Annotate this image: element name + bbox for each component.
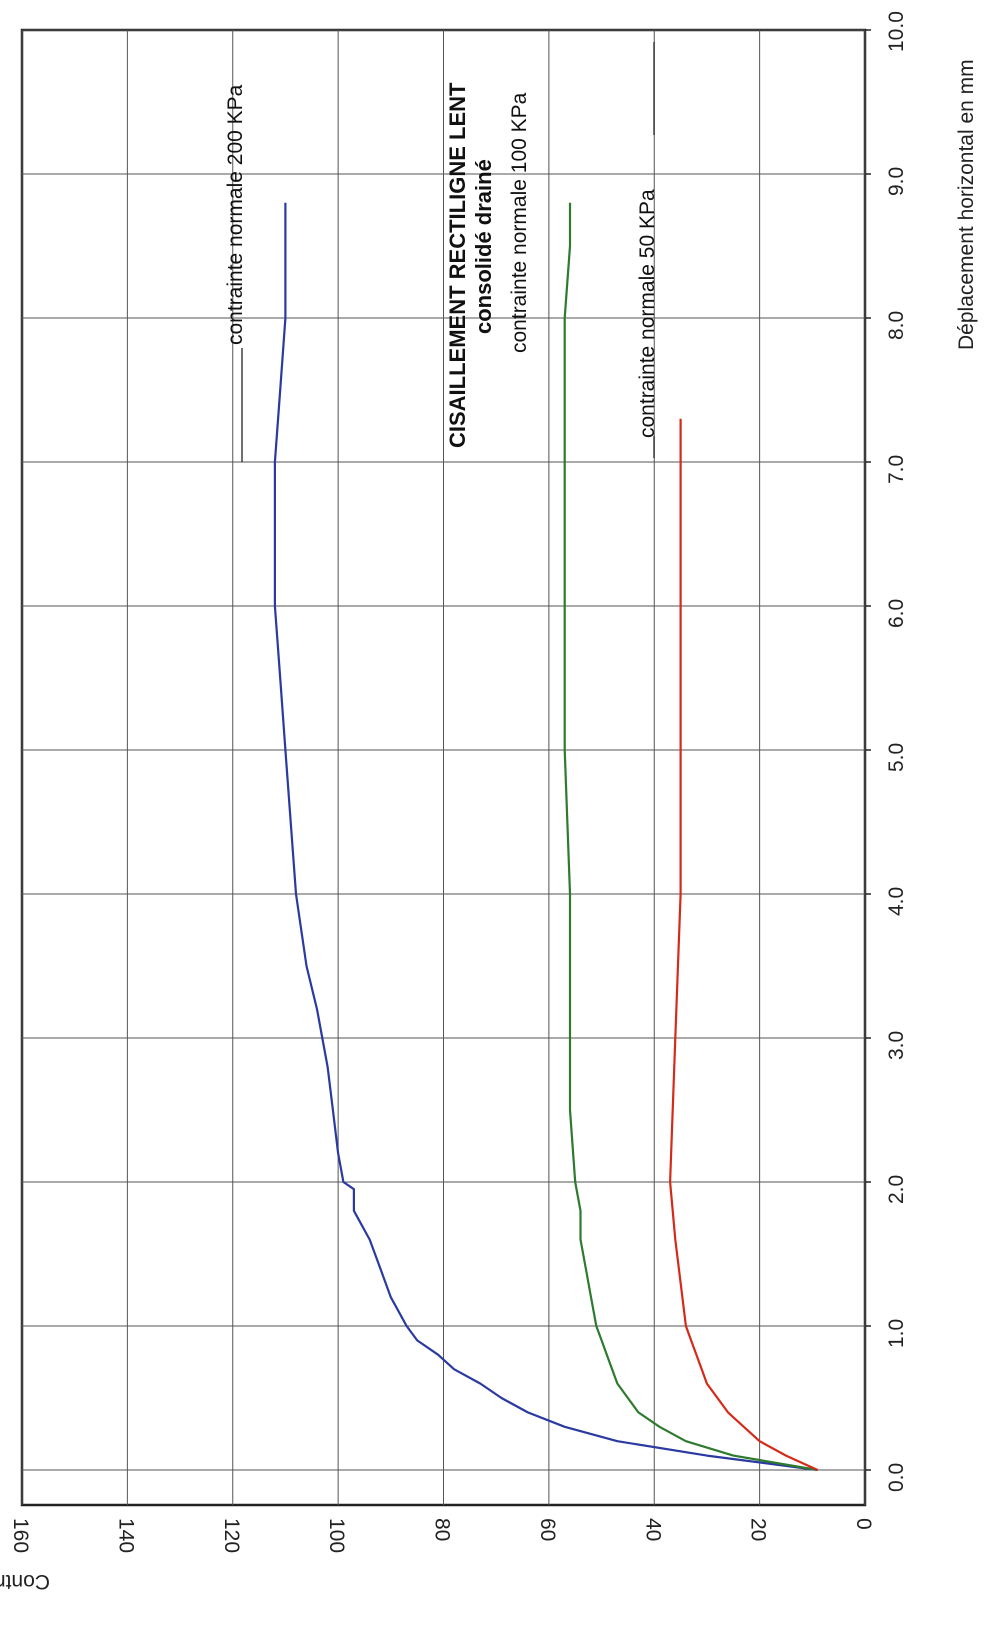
series-line-1: [563, 202, 818, 1472]
x-axis-label: Déplacement horizontal en mm: [955, 59, 978, 350]
chart-title: CISAILLEMENT RECTILIGNE LENT: [445, 82, 470, 448]
x-tick-label-8: 8.0: [885, 311, 908, 340]
annotation-50kpa: contrainte normale 50 KPa: [636, 42, 659, 458]
y-axis-label: Contrainte de cisaillement en kPa: [0, 1570, 50, 1593]
series-label-50kpa: contrainte normale 50 KPa: [636, 189, 659, 438]
y-tick-labels: 0 20 40 60 80 100 120 140 160: [9, 1518, 875, 1553]
y-tick-label-6: 120: [220, 1518, 243, 1553]
x-tick-label-10: 10.0: [885, 11, 908, 52]
grid: [21, 29, 866, 1505]
x-tick-label-2: 2.0: [885, 1175, 908, 1204]
x-tick-label-3: 3.0: [885, 1031, 908, 1060]
x-tick-labels: 0.0 1.0 2.0 3.0 4.0 5.0 6.0 7.0 8.0 9.0 10.0: [865, 11, 908, 1492]
x-tick-label-6: 6.0: [885, 599, 908, 628]
series-label-200kpa: contrainte normale 200 KPa: [224, 84, 247, 345]
series-line-2: [668, 418, 819, 1472]
y-tick-label-5: 100: [325, 1518, 348, 1553]
y-tick-label-8: 160: [9, 1518, 32, 1553]
y-tick-label-2: 40: [641, 1518, 664, 1541]
annotation-200kpa: contrainte normale 200 KPa: [224, 84, 247, 462]
plot-area: [20, 28, 867, 1507]
x-tick-label-5: 5.0: [885, 743, 908, 772]
annotation-100kpa: contrainte normale 100 KPa: [508, 92, 531, 353]
y-tick-label-4: 80: [431, 1518, 454, 1541]
y-tick-label-7: 140: [114, 1518, 137, 1553]
x-tick-label-9: 9.0: [885, 167, 908, 196]
y-tick-label-3: 60: [536, 1518, 559, 1541]
x-tick-label-4: 4.0: [885, 887, 908, 916]
y-tick-label-0: 0: [852, 1518, 875, 1530]
x-tick-label-1: 1.0: [885, 1319, 908, 1348]
series-layer: [273, 202, 819, 1472]
series-label-100kpa: contrainte normale 100 KPa: [508, 92, 531, 353]
chart-subtitle: consolidé drainé: [471, 159, 496, 334]
y-tick-label-1: 20: [747, 1518, 770, 1541]
series-line-0: [273, 202, 818, 1472]
x-tick-label-0: 0.0: [885, 1463, 908, 1492]
x-tick-label-7: 7.0: [885, 455, 908, 484]
